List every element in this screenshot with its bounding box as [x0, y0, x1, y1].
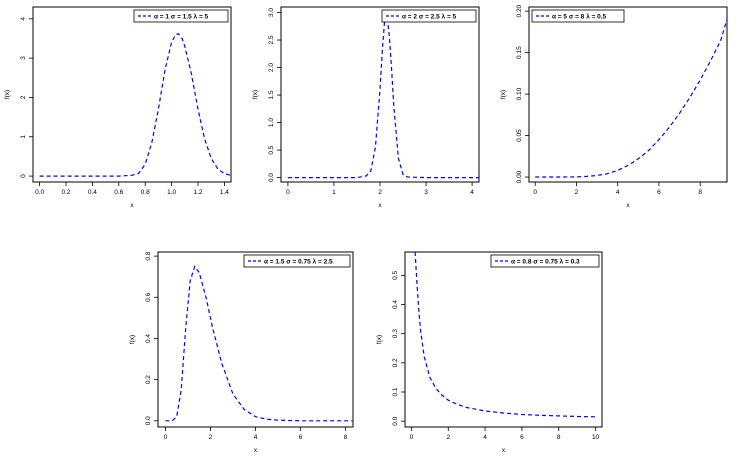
x-tick-label: 6	[657, 189, 661, 196]
x-tick-label: 4	[254, 434, 258, 441]
plot-frame	[32, 6, 232, 183]
legend-label: α = 2 σ = 2.5 λ = 5	[402, 13, 457, 21]
y-tick-label: 0.1	[392, 387, 399, 396]
y-tick-label: 0.4	[145, 334, 152, 343]
x-tick-label: 0.8	[141, 189, 150, 196]
y-tick-label: 2.0	[268, 63, 275, 72]
legend: α = 0.8 σ = 0.75 λ = 0.3	[490, 254, 600, 268]
legend-label: α = 0.8 σ = 0.75 λ = 0.3	[511, 258, 580, 266]
y-tick-label: 0.3	[392, 329, 399, 338]
chart-panel-1: 0.0 0.2 0.4 0.6 0.8 1.0 1.2 1.4 0 1 2 3 4 x f(x) α = 1 …	[4, 6, 232, 209]
x-tick-label: 0.4	[88, 189, 97, 196]
y-tick-label: 1.5	[268, 90, 275, 99]
chart-panel-5: 0 2 4 6 8 10 0.0 0.1 0.2 0.3 0.4 0.5 x f(x) α = 0.8 σ …	[376, 251, 603, 454]
chart-panel-3: 0 2 4 6 8 0.00 0.05 0.10 0.15 0.20 x f(x) α = 5 σ = …	[500, 4, 728, 209]
x-tick-label: 8	[344, 434, 348, 441]
legend: α = 5 σ = 8 λ = 0.5	[531, 9, 625, 23]
series-line-1	[535, 19, 727, 178]
plot-frame	[157, 251, 354, 428]
y-tick-label: 0	[20, 174, 27, 178]
x-tick-label: 4	[483, 434, 487, 441]
legend: α = 2 σ = 2.5 λ = 5	[381, 9, 477, 23]
y-tick-label: 0.10	[516, 87, 523, 100]
y-tick-label: 0.5	[392, 270, 399, 279]
y-tick-label: 0.0	[145, 416, 152, 425]
plot-frame	[528, 6, 728, 183]
x-tick-label: 0	[410, 434, 414, 441]
legend-box	[133, 9, 229, 23]
legend-label: α = 5 σ = 8 λ = 0.5	[552, 13, 607, 21]
y-axis-label: f(x)	[4, 90, 11, 99]
y-tick-label: 0.0	[392, 416, 399, 425]
series-line-1	[165, 265, 353, 422]
x-tick-label: 1.4	[220, 189, 229, 196]
x-tick-label: 4	[470, 189, 474, 196]
y-tick-label: 0.8	[145, 251, 152, 260]
legend: α = 1 σ = 1.5 λ = 5	[133, 9, 229, 23]
y-tick-label: 0.0	[268, 173, 275, 182]
x-axis-label: x	[254, 447, 258, 454]
y-tick-label: 2.5	[268, 35, 275, 44]
x-tick-label: 10	[592, 434, 600, 441]
series-line-1	[414, 252, 596, 418]
x-axis-label: x	[626, 202, 630, 209]
legend-box	[531, 9, 625, 23]
x-tick-label: 1	[332, 189, 336, 196]
legend-box	[490, 254, 600, 268]
legend-label: α = 1.5 σ = 0.75 λ = 2.5	[264, 258, 333, 266]
y-tick-label: 1.0	[268, 118, 275, 127]
x-tick-label: 2	[575, 189, 579, 196]
chart-panel-4: 0 2 4 6 8 0.0 0.2 0.4 0.6 0.8 x f(x) α = 1.5 σ = 0.7…	[129, 251, 354, 454]
x-tick-label: 4	[616, 189, 620, 196]
y-tick-label: 0.00	[516, 170, 523, 183]
x-tick-label: 6	[299, 434, 303, 441]
series-line-1	[39, 33, 231, 177]
x-tick-label: 2	[378, 189, 382, 196]
legend: α = 1.5 σ = 0.75 λ = 2.5	[243, 254, 351, 268]
y-tick-label: 0.6	[145, 292, 152, 301]
y-tick-label: 0.2	[145, 375, 152, 384]
y-tick-label: 0.5	[268, 145, 275, 154]
x-tick-label: 0.2	[61, 189, 70, 196]
x-tick-label: 1.2	[193, 189, 202, 196]
x-axis-label: x	[130, 202, 134, 209]
x-tick-label: 8	[557, 434, 561, 441]
y-tick-label: 0.2	[392, 358, 399, 367]
x-tick-label: 0	[533, 189, 537, 196]
x-tick-label: 1.0	[167, 189, 176, 196]
x-tick-label: 8	[698, 189, 702, 196]
x-tick-label: 0	[286, 189, 290, 196]
x-tick-label: 0.0	[35, 189, 44, 196]
y-axis-label: f(x)	[376, 335, 383, 344]
legend-box	[381, 9, 477, 23]
y-tick-label: 4	[20, 17, 27, 21]
x-tick-label: 2	[446, 434, 450, 441]
x-tick-label: 2	[209, 434, 213, 441]
y-tick-label: 3.0	[268, 8, 275, 17]
x-tick-label: 0	[164, 434, 168, 441]
legend-label: α = 1 σ = 1.5 λ = 5	[154, 13, 209, 21]
x-axis-label: x	[502, 447, 506, 454]
x-tick-label: 6	[520, 434, 524, 441]
y-tick-label: 1	[20, 135, 27, 139]
x-tick-label: 0.6	[114, 189, 123, 196]
series-line-1	[287, 12, 479, 179]
y-tick-label: 0.05	[516, 129, 523, 142]
plot-frame	[404, 251, 603, 428]
y-tick-label: 2	[20, 95, 27, 99]
x-tick-label: 3	[424, 189, 428, 196]
y-tick-label: 0.4	[392, 300, 399, 309]
y-axis-label: f(x)	[500, 90, 507, 99]
y-axis-label: f(x)	[129, 335, 136, 344]
y-tick-label: 0.20	[516, 4, 523, 17]
legend-box	[243, 254, 351, 268]
y-axis-label: f(x)	[252, 90, 259, 99]
y-tick-label: 0.15	[516, 46, 523, 59]
chart-panel-2: 0 1 2 3 4 0.0 0.5 1.0 1.5 2.0 2.5 3.0 x f(x) α = 2 σ =…	[252, 6, 480, 209]
y-tick-label: 3	[20, 56, 27, 60]
x-axis-label: x	[378, 202, 382, 209]
